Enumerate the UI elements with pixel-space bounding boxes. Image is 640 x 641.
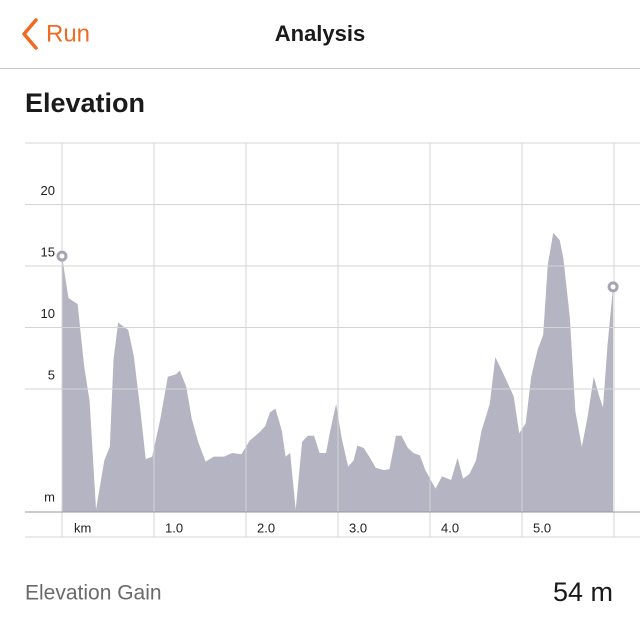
end-marker — [607, 281, 619, 293]
y-tick-label: 10 — [41, 306, 55, 321]
y-tick-label: 5 — [48, 367, 55, 382]
x-tick-label: 2.0 — [257, 520, 275, 535]
x-tick-label: 4.0 — [441, 520, 459, 535]
x-axis-unit: km — [74, 520, 91, 535]
y-tick-label: 20 — [41, 183, 55, 198]
summary-value: 54 m — [553, 577, 613, 607]
back-label[interactable]: Run — [46, 20, 90, 47]
x-tick-label: 1.0 — [165, 520, 183, 535]
x-tick-label: 3.0 — [349, 520, 367, 535]
end-marker — [56, 250, 68, 262]
elevation-chart: 5 10 15 20 1.0 2.0 3.0 4.0 5.0 m km — [25, 142, 640, 538]
section-title: Elevation — [25, 88, 145, 118]
back-button[interactable]: Run — [22, 18, 90, 50]
back-chevron[interactable] — [22, 18, 38, 50]
y-axis-unit: m — [44, 489, 55, 504]
screen-title: Analysis — [275, 21, 366, 46]
summary-label: Elevation Gain — [25, 582, 162, 605]
x-tick-label: 5.0 — [533, 520, 551, 535]
y-tick-label: 15 — [41, 244, 55, 259]
